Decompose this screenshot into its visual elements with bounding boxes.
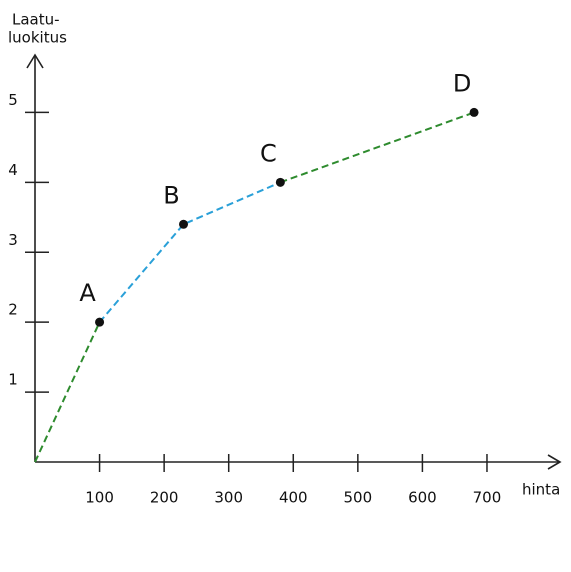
- y-tick-label: 3: [8, 231, 18, 249]
- x-tick-label: 600: [408, 489, 437, 507]
- y-tick-label: 5: [8, 91, 18, 109]
- point-label: C: [260, 139, 277, 167]
- point-label: A: [79, 279, 96, 307]
- y-tick-label: 1: [8, 371, 18, 389]
- point-label: B: [163, 181, 179, 209]
- point: [95, 318, 104, 327]
- x-axis-label: hinta: [522, 481, 560, 499]
- point: [179, 220, 188, 229]
- point: [276, 178, 285, 187]
- y-tick-label: 2: [8, 301, 18, 319]
- x-tick-label: 100: [85, 489, 114, 507]
- x-tick-label: 400: [279, 489, 308, 507]
- x-tick-label: 700: [473, 489, 502, 507]
- x-tick-label: 200: [150, 489, 179, 507]
- y-tick-label: 4: [8, 161, 18, 179]
- point: [470, 108, 479, 117]
- chart: Laatu- luokitus hinta 100 200 300 400 500 600…: [0, 0, 571, 572]
- x-tick-label: 500: [344, 489, 373, 507]
- y-axis-label: luokitus: [8, 29, 67, 47]
- x-tick-label: 300: [214, 489, 243, 507]
- y-axis-label: Laatu-: [12, 11, 60, 29]
- point-label: D: [453, 69, 471, 97]
